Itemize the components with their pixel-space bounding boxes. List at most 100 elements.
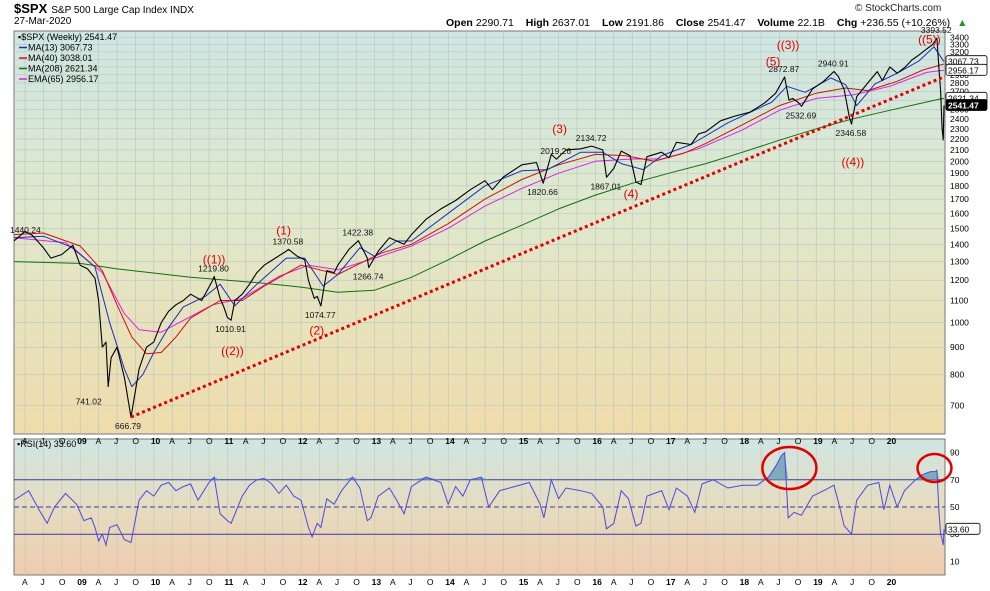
rsi-date-tick-label: A bbox=[243, 577, 249, 587]
chart-text: 7008009001000110012001300140015001600170… bbox=[10, 25, 988, 587]
price-tick-label: 1700 bbox=[950, 194, 969, 204]
date-tick-label: J bbox=[188, 436, 192, 446]
series-line-ema-65- bbox=[14, 69, 945, 333]
close-value: 2541.47 bbox=[707, 17, 746, 29]
rsi-date-tick-label: O bbox=[795, 577, 802, 587]
rsi-date-tick-label: A bbox=[22, 577, 28, 587]
axis-value-badge bbox=[945, 63, 988, 76]
rsi-date-tick-label: J bbox=[776, 577, 780, 587]
date-tick-label: 10 bbox=[151, 436, 161, 446]
price-annotation: 741.02 bbox=[76, 396, 102, 406]
price-plot-area bbox=[14, 37, 945, 419]
ohlc-readout: Open 2290.71 High 2637.01 Low 2191.86 Close… bbox=[446, 17, 968, 29]
date-tick-label: 18 bbox=[740, 436, 750, 446]
wave-count-label: ((3)) bbox=[777, 38, 800, 52]
wave-count-label: (4) bbox=[624, 187, 639, 201]
rsi-tick-label: 50 bbox=[950, 502, 960, 512]
change-label: Chg bbox=[836, 17, 858, 29]
axis-value-badge-text: 3067.73 bbox=[948, 57, 979, 67]
price-annotation: 1422.38 bbox=[342, 228, 373, 238]
rsi-date-tick-label: A bbox=[537, 577, 543, 587]
series-line-ma-40- bbox=[14, 63, 945, 355]
date-tick-label: J bbox=[335, 436, 339, 446]
rsi-value-badge-text: 33.60 bbox=[948, 524, 970, 534]
date-tick-label: 17 bbox=[666, 436, 676, 446]
price-tick-label: 2000 bbox=[950, 156, 969, 166]
rsi-date-tick-label: O bbox=[353, 577, 360, 587]
price-tick-label: 1500 bbox=[950, 223, 969, 233]
date-tick-label: A bbox=[390, 436, 396, 446]
legend-entry-price: ▪$SPX (Weekly) 2541.47 bbox=[18, 32, 117, 42]
price-tick-label: 1200 bbox=[950, 275, 969, 285]
rsi-date-tick-label: J bbox=[335, 577, 339, 587]
date-tick-label: J bbox=[114, 436, 118, 446]
volume-label: Volume bbox=[757, 17, 795, 29]
price-tick-label: 900 bbox=[950, 342, 964, 352]
date-tick-label: 16 bbox=[592, 436, 602, 446]
rsi-date-tick-label: O bbox=[59, 577, 66, 587]
date-tick-label: A bbox=[243, 436, 249, 446]
date-tick-label: 14 bbox=[445, 436, 455, 446]
price-annotation: 2019.26 bbox=[540, 146, 571, 156]
series-line--spx-weekly- bbox=[14, 37, 945, 418]
date-tick-label: A bbox=[537, 436, 543, 446]
rsi-date-tick-label: A bbox=[832, 577, 838, 587]
date-tick-label: 13 bbox=[372, 436, 382, 446]
rsi-date-tick-label: 12 bbox=[298, 577, 308, 587]
price-annotation: 2532.69 bbox=[785, 110, 816, 120]
price-tick-label: 700 bbox=[950, 401, 964, 411]
price-tick-label: 1000 bbox=[950, 318, 969, 328]
price-tick-label: 3200 bbox=[950, 47, 969, 57]
price-annotation: 1074.77 bbox=[305, 310, 336, 320]
axis-value-badge-text: 2621.34 bbox=[948, 93, 979, 103]
wave-count-label: (1) bbox=[276, 224, 291, 238]
date-tick-label: 15 bbox=[519, 436, 529, 446]
date-tick-label: 09 bbox=[77, 436, 87, 446]
date-tick-label: A bbox=[316, 436, 322, 446]
price-tick-label: 3300 bbox=[950, 40, 969, 50]
price-tick-label: 2300 bbox=[950, 124, 969, 134]
rsi-date-tick-label: O bbox=[500, 577, 507, 587]
legend-entry: EMA(65) 2956.17 bbox=[28, 74, 99, 84]
rsi-date-tick-label: J bbox=[188, 577, 192, 587]
wave-count-label: (5) bbox=[766, 54, 781, 68]
rsi-value-badge bbox=[945, 522, 981, 535]
rsi-date-tick-label: J bbox=[850, 577, 854, 587]
date-tick-label: 11 bbox=[224, 436, 233, 446]
price-annotation: 1219.80 bbox=[198, 263, 229, 273]
high-label: High bbox=[525, 17, 550, 29]
price-tick-label: 2800 bbox=[950, 78, 969, 88]
date-tick-label: J bbox=[40, 436, 44, 446]
date-tick-label: J bbox=[408, 436, 412, 446]
wave-count-label: ((1)) bbox=[203, 252, 226, 266]
rsi-date-tick-label: 19 bbox=[813, 577, 823, 587]
wave-count-label: ((2)) bbox=[221, 344, 244, 358]
open-value: 2290.71 bbox=[475, 17, 514, 29]
date-tick-label: J bbox=[261, 436, 265, 446]
rsi-date-tick-label: J bbox=[629, 577, 633, 587]
date-tick-label: A bbox=[464, 436, 470, 446]
price-tick-label: 1300 bbox=[950, 257, 969, 267]
index-subtitle: S&P 500 Large Cap Index INDX bbox=[51, 5, 194, 16]
date-tick-label: O bbox=[500, 436, 507, 446]
rsi-date-tick-label: 20 bbox=[887, 577, 897, 587]
rsi-date-tick-label: 11 bbox=[224, 577, 233, 587]
price-tick-label: 800 bbox=[950, 370, 964, 380]
price-tick-label: 1100 bbox=[950, 296, 969, 306]
date-tick-label: O bbox=[280, 436, 287, 446]
chart-title: $SPX S&P 500 Large Cap Index INDX bbox=[14, 1, 194, 16]
rsi-date-tick-label: A bbox=[390, 577, 396, 587]
date-tick-label: O bbox=[353, 436, 360, 446]
wave-count-label: (2) bbox=[309, 324, 324, 338]
rsi-date-tick-label: O bbox=[427, 577, 434, 587]
rsi-date-tick-label: 17 bbox=[666, 577, 676, 587]
rsi-highlight-circle bbox=[761, 445, 818, 491]
rsi-date-tick-label: O bbox=[206, 577, 213, 587]
date-tick-label: O bbox=[721, 436, 728, 446]
price-annotation: 2346.58 bbox=[836, 128, 867, 138]
price-tick-label: 2200 bbox=[950, 134, 969, 144]
rsi-date-tick-label: O bbox=[280, 577, 287, 587]
symbol: $SPX bbox=[14, 1, 48, 16]
date-tick-label: J bbox=[629, 436, 633, 446]
rsi-date-tick-label: J bbox=[482, 577, 486, 587]
